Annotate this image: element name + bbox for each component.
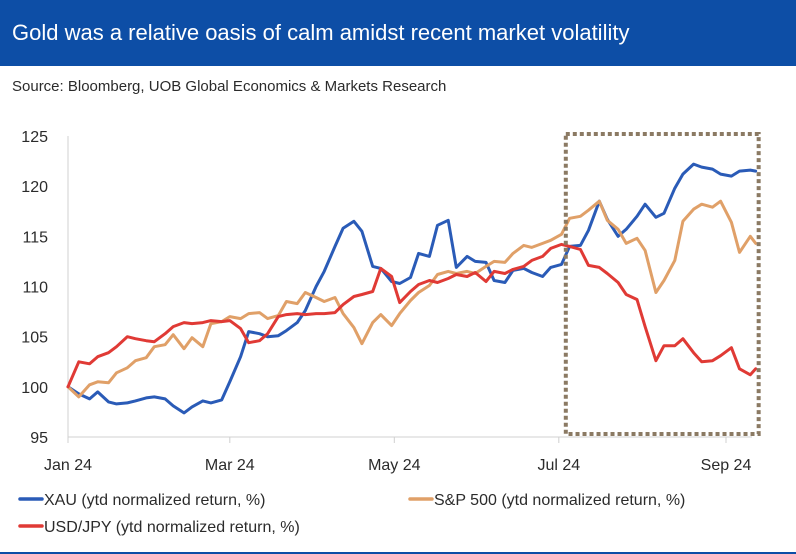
x-tick-label: Jul 24 xyxy=(537,457,580,474)
y-tick-label: 125 xyxy=(21,129,48,146)
legend-label-2: USD/JPY (ytd normalized return, %) xyxy=(44,519,300,536)
y-tick-label: 110 xyxy=(22,280,48,297)
source-note: Source: Bloomberg, UOB Global Economics … xyxy=(12,78,447,95)
y-tick-label: 100 xyxy=(21,380,48,397)
y-tick-label: 95 xyxy=(30,430,48,447)
bottom-rule xyxy=(0,552,796,554)
x-tick-label: Mar 24 xyxy=(205,457,255,474)
x-tick-label: May 24 xyxy=(368,457,421,474)
y-tick-label: 115 xyxy=(22,229,48,246)
highlight-box xyxy=(563,132,761,436)
y-tick-label: 120 xyxy=(21,179,48,196)
chart-title: Gold was a relative oasis of calm amidst… xyxy=(12,20,630,45)
x-tick-label: Jan 24 xyxy=(44,457,92,474)
y-tick-label: 105 xyxy=(21,330,48,347)
series-line-2 xyxy=(66,242,758,389)
series-line-0 xyxy=(66,162,758,415)
series-line-1 xyxy=(66,199,758,399)
x-tick-label: Sep 24 xyxy=(701,457,752,474)
legend-label-0: XAU (ytd normalized return, %) xyxy=(44,492,265,509)
title-bar: Gold was a relative oasis of calm amidst… xyxy=(0,0,796,66)
legend-label-1: S&P 500 (ytd normalized return, %) xyxy=(434,492,685,509)
